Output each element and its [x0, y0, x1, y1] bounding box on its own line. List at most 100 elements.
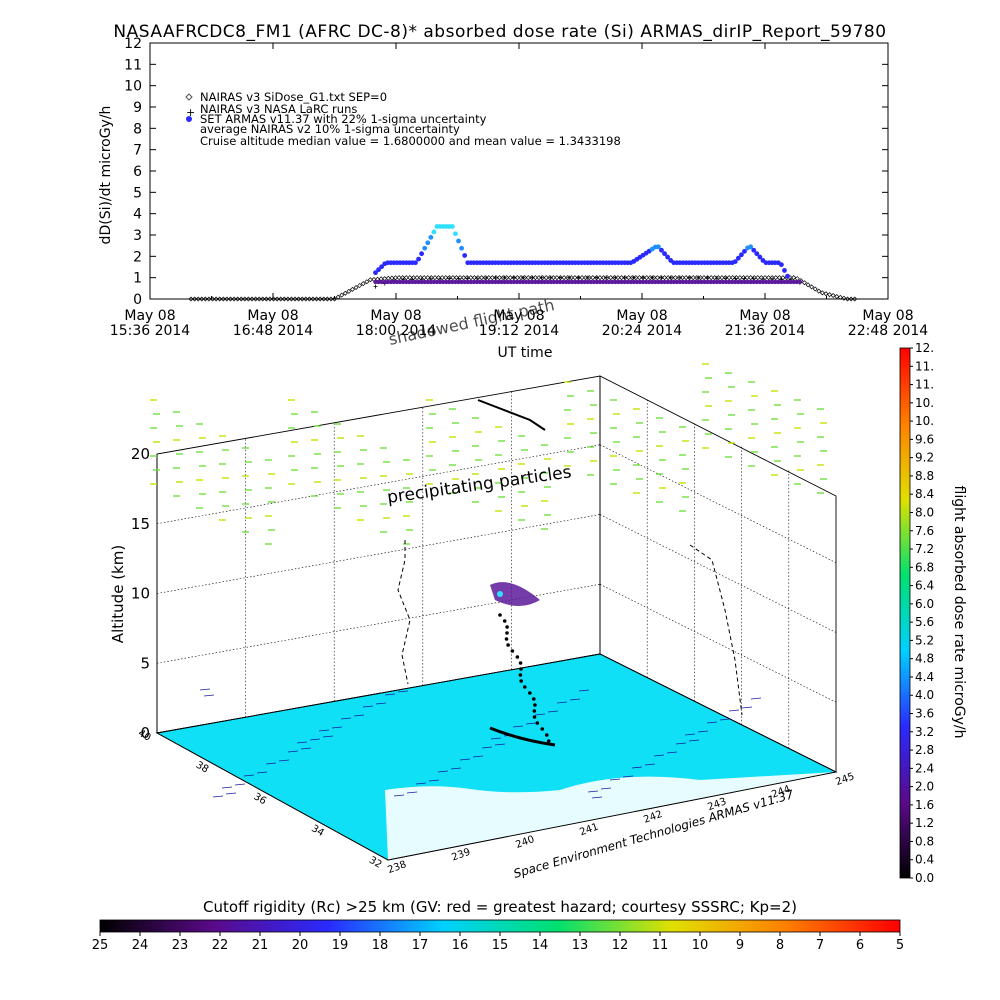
coastline-contour — [741, 706, 753, 709]
armas-dose-point — [754, 251, 760, 257]
nairas-avg-point — [603, 279, 609, 285]
z-tick-label: 5 — [140, 654, 150, 672]
flight-track-descent-point — [518, 673, 523, 677]
coastline-contour — [234, 783, 246, 786]
larc-dose-point — [548, 275, 553, 280]
x-tick-label-time: 16:48 2014 — [233, 323, 314, 339]
coastline-contour — [450, 767, 462, 770]
y-tick-label: 6 — [133, 164, 142, 180]
legend-marker-dot — [186, 116, 192, 122]
nairas-avg-point — [551, 279, 557, 285]
armas-dose-point — [373, 270, 378, 276]
rigidity-tick-label: 23 — [172, 938, 189, 953]
nairas-avg-point — [413, 279, 418, 285]
colorbar-tick-label: 8.8 — [915, 469, 934, 483]
nairas-avg-point — [520, 279, 526, 285]
nairas-avg-point — [748, 279, 753, 285]
coastline-contour — [750, 697, 762, 700]
flight-track-descent-point — [544, 733, 549, 737]
flight-track-descent-point — [518, 661, 523, 665]
nairas-avg-point — [539, 279, 544, 285]
coastline-contour — [256, 771, 268, 774]
colorbar-tick-label: 7.6 — [915, 524, 934, 538]
model-dose-point — [332, 296, 337, 302]
rigidity-tick-label: 11 — [652, 938, 669, 953]
y-tick-label: 0 — [133, 292, 142, 308]
x-tick-label-date: May 08 — [247, 308, 298, 324]
y-axis-label: dD(Si)/dt microGy/h — [98, 106, 114, 245]
model-dose-point — [342, 290, 348, 296]
nairas-avg-point — [588, 279, 593, 285]
coastline-contour — [569, 698, 581, 701]
larc-dose-point — [714, 275, 719, 280]
colorbar-tick-label: 8.4 — [915, 487, 934, 501]
model-dose-point — [364, 279, 370, 285]
y-tick-label: 11 — [124, 57, 142, 73]
y-tick-label: 5 — [133, 185, 142, 201]
rigidity-tick-label: 18 — [372, 938, 389, 953]
armas-dose-point — [662, 251, 667, 257]
nairas-avg-point — [650, 279, 655, 285]
colorbar-tick-label: 0.0 — [915, 871, 934, 885]
z-tick-label: 0 — [140, 724, 150, 742]
rigidity-tick-label: 10 — [692, 938, 709, 953]
nairas-avg-point — [434, 279, 440, 285]
armas-dose-point — [416, 256, 421, 262]
nairas-avg-point — [391, 279, 397, 285]
larc-dose-point — [604, 275, 609, 280]
nairas-avg-point — [517, 279, 523, 285]
coastline-contour — [534, 713, 546, 716]
nairas-avg-point — [499, 279, 504, 285]
nairas-avg-point — [462, 279, 467, 285]
nairas-avg-point — [502, 279, 507, 285]
colorbar-tick-label: 10. — [915, 396, 934, 410]
coastline-contour — [706, 721, 718, 724]
larc-dose-point — [705, 275, 710, 280]
model-dose-point — [349, 286, 355, 292]
nairas-avg-point — [791, 279, 796, 285]
nairas-avg-point — [397, 279, 403, 285]
colorbar-label: flight absorbed dose rate microGy/h — [951, 486, 967, 739]
rigidity-tick-label: 6 — [856, 938, 864, 953]
coastline-contour — [688, 739, 700, 742]
nairas-avg-point — [394, 279, 400, 285]
x-tick-label-date: May 08 — [862, 308, 913, 324]
z-tick-label: 15 — [131, 515, 150, 533]
cutoff-rigidity-label: Cutoff rigidity (Rc) >25 km (GV: red = g… — [203, 898, 797, 916]
flight-track-top — [477, 399, 546, 431]
larc-dose-point — [474, 276, 479, 281]
larc-dose-point — [724, 276, 729, 281]
z-gridline-left — [156, 514, 601, 594]
coastline-contour — [340, 717, 352, 720]
page-title: NASAAFRCDC8_FM1 (AFRC DC-8)* absorbed do… — [113, 22, 887, 42]
nairas-avg-point — [527, 279, 532, 285]
colorbar-tick-label: 2.4 — [915, 761, 934, 775]
nairas-avg-point — [404, 279, 409, 285]
flight-track-projection-right — [689, 544, 743, 716]
nairas-avg-point — [690, 279, 695, 285]
nairas-avg-point — [785, 279, 790, 285]
nairas-avg-point — [702, 279, 707, 285]
nairas-avg-point — [720, 279, 726, 285]
coastline-contour — [512, 725, 524, 728]
coastline-contour — [278, 759, 290, 762]
coastline-contour — [428, 779, 440, 782]
nairas-avg-point — [745, 279, 750, 285]
larc-dose-point — [668, 275, 673, 280]
rigidity-tick-label: 20 — [292, 938, 309, 953]
coastline-contour — [684, 733, 696, 736]
rigidity-tick-label: 9 — [736, 938, 744, 953]
map-floor-outline — [155, 653, 838, 861]
nairas-avg-point — [579, 279, 584, 285]
armas-dose-point — [665, 254, 671, 260]
nairas-avg-point — [425, 279, 430, 285]
rigidity-tick-label: 13 — [572, 938, 589, 953]
larc-dose-point — [594, 275, 599, 280]
flight-track-descent-point — [510, 649, 515, 653]
nairas-avg-point — [410, 279, 415, 285]
larc-dose-point — [502, 275, 507, 280]
nairas-avg-point — [733, 279, 738, 285]
larc-dose-point — [484, 275, 489, 280]
nairas-avg-point — [782, 279, 787, 285]
legend-marker-diamond — [185, 93, 193, 101]
